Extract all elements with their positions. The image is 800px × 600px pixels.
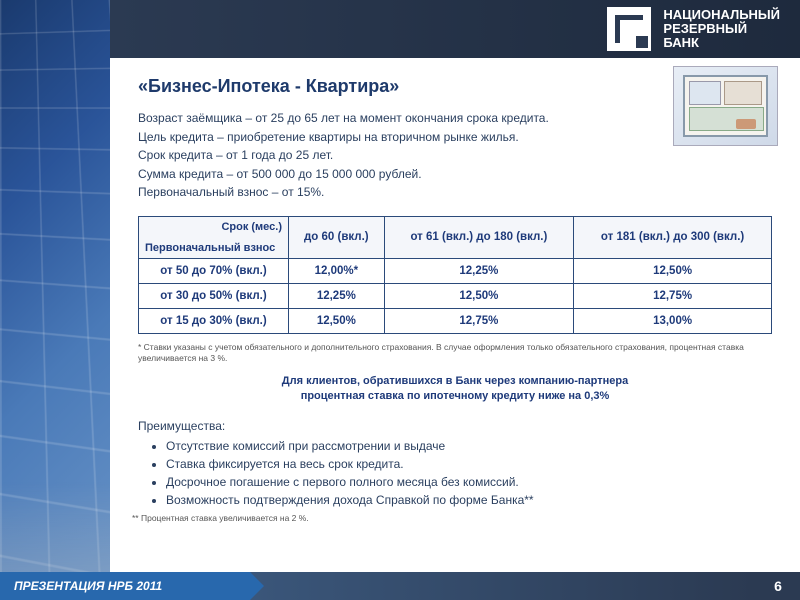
footer-bar: ПРЕЗЕНТАЦИЯ НРБ 2011 6	[0, 572, 800, 600]
diag-top-label: Срок (мес.)	[221, 221, 282, 233]
rate-cell: 12,50%	[289, 308, 385, 333]
footer-label: ПРЕЗЕНТАЦИЯ НРБ 2011	[0, 572, 250, 600]
col-header: до 60 (вкл.)	[289, 216, 385, 258]
footnote-2: ** Процентная ставка увеличивается на 2 …	[132, 513, 772, 523]
brand-logo: НАЦИОНАЛЬНЫЙ РЕЗЕРВНЫЙ БАНК	[607, 7, 780, 51]
list-item: Досрочное погашение с первого полного ме…	[166, 473, 772, 491]
list-item: Отсутствие комиссий при рассмотрении и в…	[166, 437, 772, 455]
row-label: от 15 до 30% (вкл.)	[139, 308, 289, 333]
page-number: 6	[756, 572, 800, 600]
brand-line: РЕЗЕРВНЫЙ	[663, 22, 780, 36]
header-bar: НАЦИОНАЛЬНЫЙ РЕЗЕРВНЫЙ БАНК	[110, 0, 800, 58]
rate-cell: 12,50%	[384, 283, 574, 308]
rate-cell: 12,00%*	[289, 258, 385, 283]
footer-spacer	[250, 572, 756, 600]
slide-content: «Бизнес-Ипотека - Квартира» Возраст заём…	[110, 58, 800, 572]
list-item: Возможность подтверждения дохода Справко…	[166, 491, 772, 509]
highlight-line: Для клиентов, обратившихся в Банк через …	[138, 374, 772, 389]
diag-bottom-label: Первоначальный взнос	[145, 242, 275, 254]
advantages-list: Отсутствие комиссий при рассмотрении и в…	[138, 437, 772, 509]
rates-table: Срок (мес.) Первоначальный взнос до 60 (…	[138, 216, 772, 334]
highlight-line: процентная ставка по ипотечному кредиту …	[138, 389, 772, 404]
row-label: от 50 до 70% (вкл.)	[139, 258, 289, 283]
brand-line: БАНК	[663, 36, 780, 50]
intro-line: Сумма кредита – от 500 000 до 15 000 000…	[138, 165, 772, 184]
table-row: от 50 до 70% (вкл.) 12,00%* 12,25% 12,50…	[139, 258, 772, 283]
rate-cell: 12,75%	[384, 308, 574, 333]
intro-line: Срок кредита – от 1 года до 25 лет.	[138, 146, 772, 165]
brand-name: НАЦИОНАЛЬНЫЙ РЕЗЕРВНЫЙ БАНК	[663, 8, 780, 51]
rate-cell: 12,25%	[384, 258, 574, 283]
row-label: от 30 до 50% (вкл.)	[139, 283, 289, 308]
intro-line: Первоначальный взнос – от 15%.	[138, 183, 772, 202]
advantages-title: Преимущества:	[138, 419, 772, 433]
apartment-image	[673, 66, 778, 146]
brand-line: НАЦИОНАЛЬНЫЙ	[663, 8, 780, 22]
footnote-1: * Ставки указаны с учетом обязательного …	[138, 342, 772, 364]
col-header: от 181 (вкл.) до 300 (вкл.)	[574, 216, 772, 258]
rate-cell: 13,00%	[574, 308, 772, 333]
table-corner-cell: Срок (мес.) Первоначальный взнос	[139, 216, 289, 258]
highlight-text: Для клиентов, обратившихся в Банк через …	[138, 374, 772, 405]
rate-cell: 12,75%	[574, 283, 772, 308]
table-row: от 30 до 50% (вкл.) 12,25% 12,50% 12,75%	[139, 283, 772, 308]
rate-cell: 12,25%	[289, 283, 385, 308]
logo-icon	[607, 7, 651, 51]
col-header: от 61 (вкл.) до 180 (вкл.)	[384, 216, 574, 258]
background-fade	[0, 482, 110, 572]
table-row: от 15 до 30% (вкл.) 12,50% 12,75% 13,00%	[139, 308, 772, 333]
list-item: Ставка фиксируется на весь срок кредита.	[166, 455, 772, 473]
rate-cell: 12,50%	[574, 258, 772, 283]
table-header-row: Срок (мес.) Первоначальный взнос до 60 (…	[139, 216, 772, 258]
